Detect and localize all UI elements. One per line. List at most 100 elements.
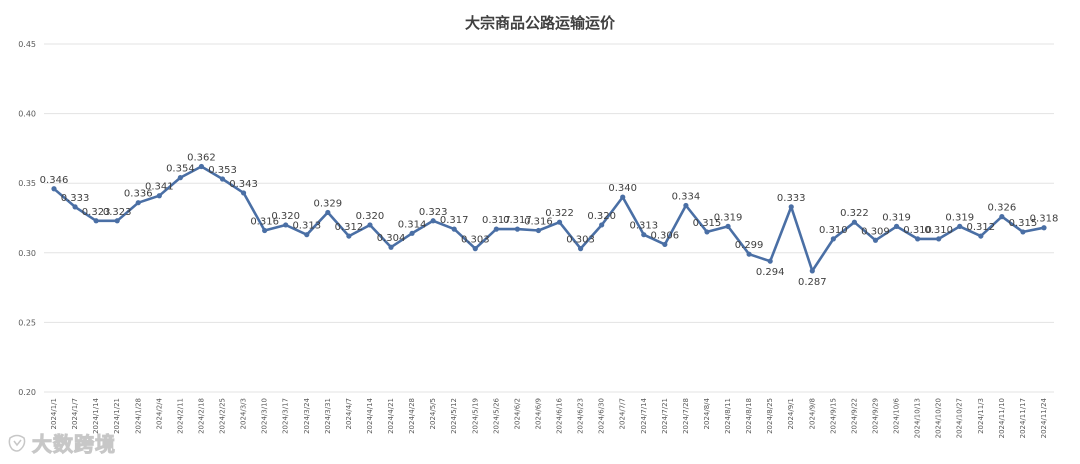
y-tick-label: 0.35 [18, 179, 36, 188]
x-tick-label: 2024/9/29 [871, 398, 879, 434]
data-label: 0.334 [672, 191, 701, 202]
x-tick-label: 2024/6/16 [556, 397, 564, 433]
data-label: 0.287 [798, 277, 827, 288]
x-tick-label: 2024/11/24 [1040, 397, 1048, 438]
x-tick-label: 2024/5/5 [429, 398, 437, 429]
data-label: 0.310 [819, 225, 848, 236]
y-tick-label: 0.30 [18, 249, 36, 258]
data-point [599, 222, 605, 228]
data-point [830, 236, 836, 242]
data-point [156, 193, 162, 199]
x-tick-label: 2024/4/21 [387, 398, 395, 434]
data-point [872, 237, 879, 243]
x-tick-label: 2024/9/1 [787, 398, 795, 429]
data-label: 0.343 [229, 179, 258, 190]
x-tick-label: 2024/9/22 [850, 398, 858, 434]
x-tick-label: 2024/10/20 [935, 398, 943, 438]
x-tick-label: 2024/8/11 [724, 398, 732, 434]
x-tick-label: 2024/5/19 [471, 398, 479, 434]
data-label: 0.322 [545, 208, 574, 219]
x-tick-label: 2024/11/10 [998, 398, 1006, 438]
data-label: 0.299 [735, 240, 764, 251]
data-label: 0.319 [882, 212, 911, 223]
data-labels: 0.3460.3330.3230.3230.3360.3410.3540.362… [40, 152, 1059, 287]
watermark-logo-icon [8, 434, 26, 452]
x-tick-label: 2024/3/31 [324, 398, 332, 434]
x-tick-label: 2024/4/28 [408, 398, 416, 434]
y-tick-label: 0.40 [18, 110, 36, 119]
data-label: 0.312 [335, 222, 364, 233]
data-label: 0.346 [40, 175, 69, 186]
x-tick-label: 2024/4/14 [366, 397, 374, 433]
data-point [409, 230, 415, 236]
data-label: 0.313 [629, 221, 658, 232]
x-tick-label: 2024/8/18 [745, 398, 753, 434]
data-label: 0.319 [945, 212, 974, 223]
data-point [704, 229, 710, 235]
data-point [346, 233, 352, 239]
data-point [430, 218, 436, 224]
x-tick-label: 2024/8/4 [703, 397, 711, 429]
data-label: 0.354 [166, 164, 195, 175]
data-point [556, 219, 563, 225]
data-label: 0.304 [377, 233, 406, 244]
x-tick-label: 2024/6/9 [534, 398, 542, 429]
data-point [767, 258, 773, 264]
x-tick-label: 2024/1/7 [71, 398, 79, 429]
data-point [535, 227, 542, 234]
data-point [177, 175, 183, 181]
x-tick-label: 2024/9/15 [829, 398, 837, 434]
x-tick-label: 2024/2/25 [219, 398, 227, 434]
data-point [367, 222, 373, 228]
x-tick-label: 2024/1/21 [113, 398, 121, 434]
y-tick-label: 0.20 [18, 388, 36, 397]
x-tick-label: 2024/7/7 [619, 398, 627, 429]
data-label: 0.341 [145, 182, 174, 193]
x-tick-label: 2024/11/17 [1019, 398, 1027, 438]
data-point [662, 241, 668, 248]
x-tick-label: 2024/1/28 [134, 398, 142, 434]
x-tick-label: 2024/3/17 [282, 398, 290, 434]
data-label: 0.303 [461, 235, 490, 246]
data-point [999, 214, 1005, 220]
data-label: 0.317 [503, 215, 532, 226]
x-tick-label: 2024/7/28 [682, 398, 690, 434]
x-tick-label: 2024/6/30 [598, 398, 606, 434]
data-label: 0.317 [440, 215, 469, 226]
data-point [641, 232, 647, 238]
data-point [240, 190, 247, 196]
data-label: 0.306 [651, 230, 680, 241]
data-label: 0.322 [840, 208, 869, 219]
data-label: 0.316 [250, 217, 279, 228]
data-point [915, 236, 921, 242]
data-label: 0.340 [608, 183, 637, 194]
data-point [577, 246, 584, 252]
data-point [493, 226, 499, 232]
data-point [1020, 229, 1026, 235]
x-tick-label: 2024/11/3 [977, 398, 985, 434]
data-label: 0.323 [82, 207, 111, 218]
data-label: 0.320 [587, 211, 616, 222]
x-tick-label: 2024/3/3 [240, 398, 248, 429]
data-label: 0.315 [1009, 218, 1038, 229]
data-point [388, 244, 394, 250]
data-point [893, 223, 900, 229]
data-point [262, 227, 268, 234]
x-tick-label: 2024/1/1 [50, 398, 58, 429]
watermark: 大数跨境 [6, 428, 116, 457]
data-points [51, 163, 1047, 274]
chart-title: 大宗商品公路运输运价 [465, 14, 616, 32]
data-label: 0.318 [1030, 214, 1059, 225]
data-point [451, 226, 457, 232]
x-axis-ticks: 2024/1/1 2024/1/7 2024/1/14 2024/1/21 2024/1… [50, 397, 1048, 438]
watermark-text: 大数跨境 [32, 432, 116, 457]
x-tick-label: 2024/3/24 [303, 397, 311, 433]
data-label: 0.303 [566, 235, 595, 246]
data-point [114, 218, 120, 224]
x-tick-label: 2024/3/10 [261, 398, 269, 434]
x-tick-label: 2024/10/6 [893, 397, 901, 433]
x-tick-label: 2024/9/8 [808, 398, 816, 429]
data-label: 0.323 [419, 207, 448, 218]
data-label: 0.326 [988, 203, 1017, 214]
